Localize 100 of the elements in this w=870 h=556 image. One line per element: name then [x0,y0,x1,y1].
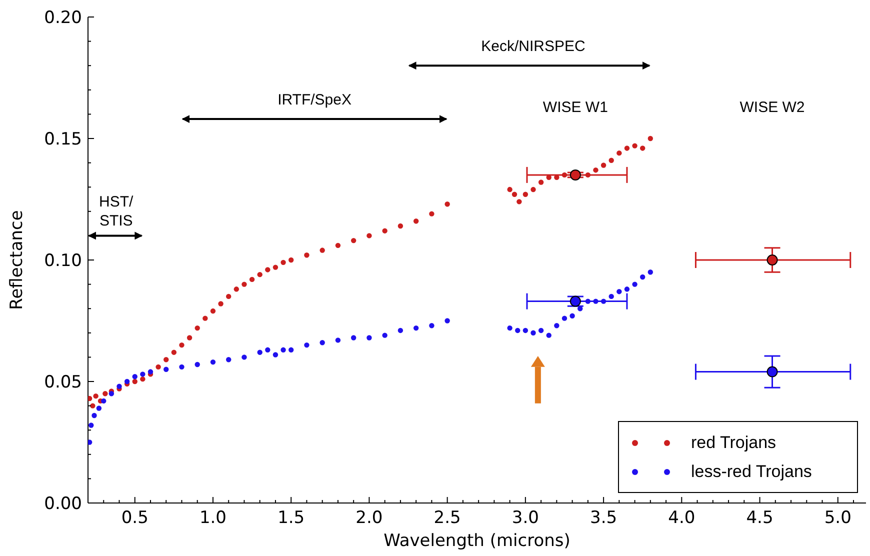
point [507,325,512,331]
point [102,391,108,396]
x-tick-label: 0.5 [121,508,148,528]
point [766,366,778,378]
point [335,338,341,343]
point [546,332,552,338]
point [194,362,200,368]
point [593,167,598,173]
point [202,316,208,321]
point [96,406,102,411]
x-tick-label: 3.5 [590,508,618,528]
point [530,186,536,192]
point [570,296,581,307]
point [429,211,434,216]
point [578,306,583,312]
y-axis-title: Reflectance [7,210,28,310]
point [101,398,106,404]
annotation: WISE W1 [542,98,608,116]
legend-label: less-red Trojans [691,462,812,482]
point [335,242,341,248]
x-tick-label: 3.0 [512,508,539,528]
point [194,325,200,331]
point [90,403,96,408]
point [226,294,232,300]
point [288,347,294,353]
point [179,364,184,370]
point [88,440,92,445]
point [538,328,544,334]
point [624,146,630,151]
point [522,192,528,197]
point [92,412,97,418]
x-tick-label: 2.0 [356,508,383,528]
point [186,335,192,340]
point [164,357,169,362]
point [444,202,450,207]
annotation: IRTF/SpeX [278,91,352,108]
point [265,267,270,272]
point [413,218,419,224]
y-tick-label: 0.00 [44,494,82,514]
point [242,282,247,287]
point [218,301,224,306]
point [640,146,646,151]
point [398,223,404,229]
x-tick-label: 5.0 [824,508,852,528]
point [265,347,270,353]
point [766,254,778,266]
point [382,228,388,234]
point [624,286,630,292]
point [570,313,575,318]
point [132,374,138,380]
point [148,369,154,374]
point [600,162,606,168]
point [382,332,388,338]
point [512,192,518,197]
point [108,391,114,396]
point [280,260,286,266]
point [585,298,591,304]
point [88,396,92,402]
point [156,364,161,370]
point [210,359,216,365]
point [538,180,544,185]
point [116,384,122,389]
point [272,352,278,358]
annotation: HST/ STIS [99,194,134,230]
x-tick-label: 1.0 [199,508,227,528]
point [320,248,325,253]
y-tick-label: 0.10 [44,251,82,271]
y-tick-label: 0.05 [44,372,82,392]
point [608,158,614,163]
point [140,372,146,377]
point [616,150,622,156]
point [648,270,654,275]
x-tick-label: 4.0 [668,508,696,528]
point [507,186,512,192]
point [304,252,310,258]
point [272,264,278,270]
x-tick-label: 2.5 [434,508,461,528]
point [429,323,434,328]
point [398,328,404,334]
point [242,354,247,360]
point [288,257,294,263]
point [616,288,622,294]
point [640,274,646,280]
annotation: Keck/NIRSPEC [481,38,586,56]
point [522,328,528,334]
point [516,199,522,204]
point [413,325,419,331]
point [179,342,184,348]
point [320,340,325,346]
point [632,282,638,287]
annotation: WISE W2 [740,98,805,116]
point [600,298,606,304]
point [140,376,146,382]
point [562,172,568,178]
point [249,276,255,282]
point [164,366,169,372]
point [608,294,614,300]
point [593,298,598,304]
point [226,357,232,362]
point [562,316,568,321]
